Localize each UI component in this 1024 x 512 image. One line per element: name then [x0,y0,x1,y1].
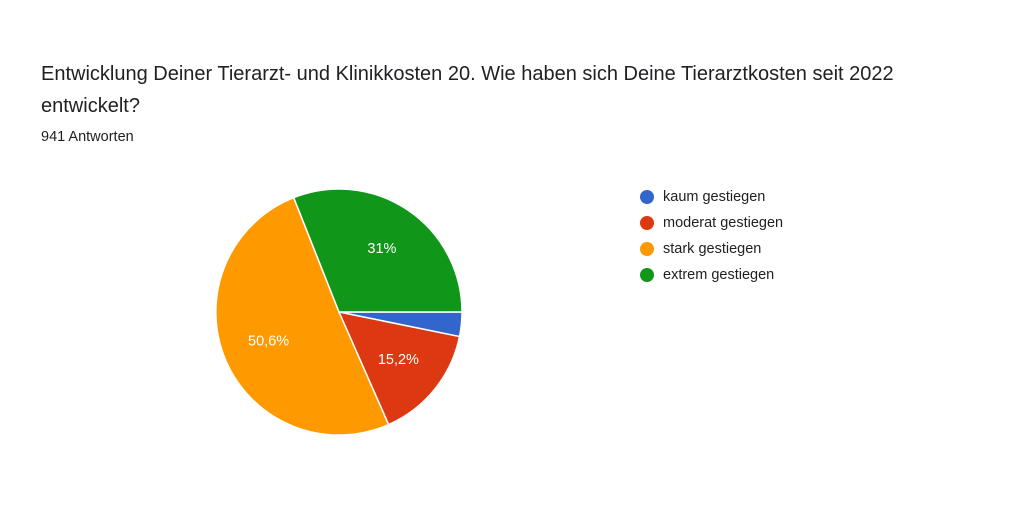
legend-label: moderat gestiegen [663,215,784,231]
legend-swatch-icon [640,216,654,230]
pie-slice-stark-gestiegen[interactable] [215,196,390,436]
response-count: 941 Antworten [41,129,134,145]
legend-swatch-icon [640,190,654,204]
legend-item[interactable]: kaum gestiegen [640,184,783,210]
legend-swatch-icon [640,242,654,256]
legend-item[interactable]: extrem gestiegen [640,262,783,288]
legend-item[interactable]: stark gestiegen [640,236,783,262]
legend-swatch-icon [640,268,654,282]
legend-item[interactable]: moderat gestiegen [640,210,783,236]
legend-label: extrem gestiegen [663,267,775,283]
pie-data-label: 15,2% [378,352,419,368]
pie-slice-extrem-gestiegen[interactable] [292,188,463,313]
chart-title: Entwicklung Deiner Tierarzt- und Klinikk… [41,63,894,117]
pie-slice-moderat-gestiegen[interactable] [337,310,461,426]
legend-label: stark gestiegen [663,241,762,257]
pie-data-label: 31% [367,241,396,257]
legend-label: kaum gestiegen [663,189,766,205]
chart-legend: kaum gestiegen moderat gestiegen stark ges… [640,184,783,288]
pie-data-label: 50,6% [248,333,289,349]
